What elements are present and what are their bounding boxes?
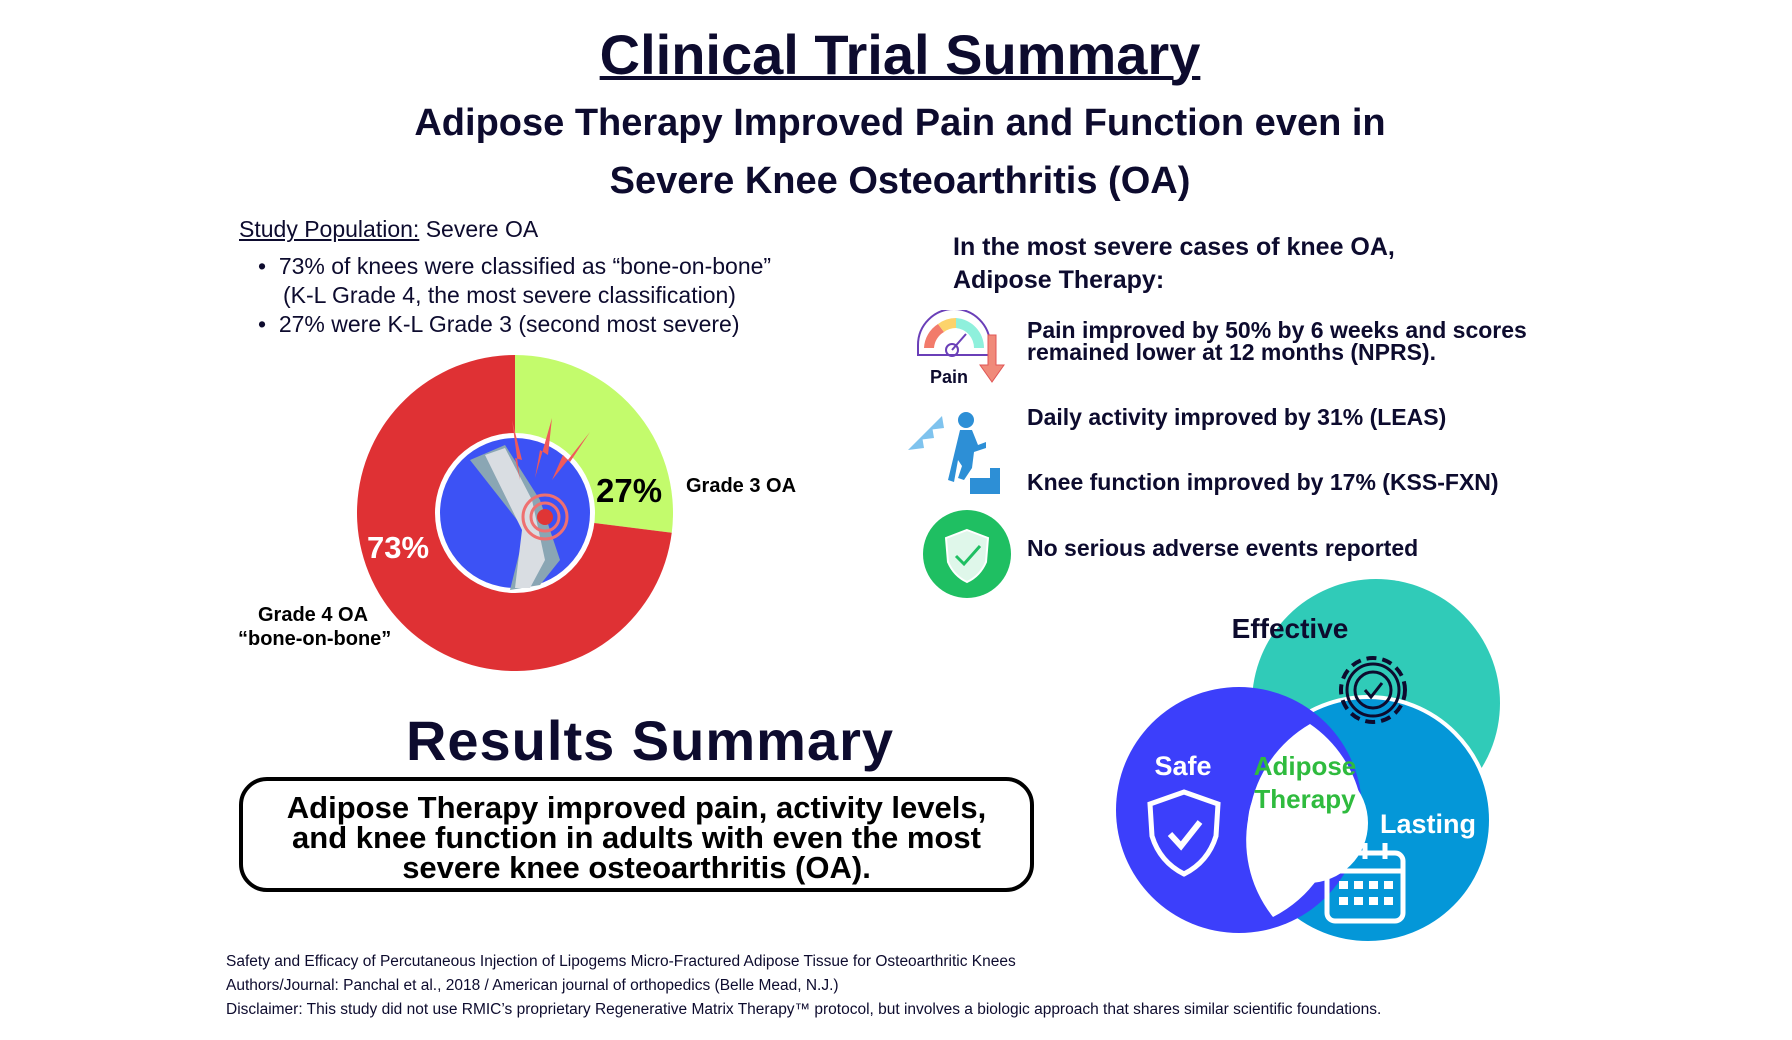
shield-check-icon xyxy=(1147,789,1221,877)
bullet-1: • 73% of knees were classified as “bone-… xyxy=(258,253,772,279)
finding-adverse-events: No serious adverse events reported xyxy=(1027,535,1419,561)
page-title: Clinical Trial Summary xyxy=(599,23,1201,86)
legend-bone-on-bone: “bone-on-bone” xyxy=(238,628,391,650)
finding-knee-function: Knee function improved by 17% (KSS-FXN) xyxy=(1027,469,1499,495)
finding-activity: Daily activity improved by 31% (LEAS) xyxy=(1027,404,1447,430)
results-line-3: severe knee osteoarthritis (OA). xyxy=(402,850,871,885)
footer-disclaimer: Disclaimer: This study did not use RMIC’… xyxy=(226,1001,1382,1018)
footer-authors: Authors/Journal: Panchal et al., 2018 / … xyxy=(226,977,839,994)
findings-icons: Pain xyxy=(908,310,1011,598)
venn-effective-label: Effective xyxy=(1232,613,1349,644)
pain-icon-label: Pain xyxy=(930,367,968,387)
subtitle-line-1: Adipose Therapy Improved Pain and Functi… xyxy=(414,102,1386,144)
finding-pain-line-2: remained lower at 12 months (NPRS). xyxy=(1027,339,1436,365)
venn-center-line-1: Adipose xyxy=(1254,751,1357,781)
study-population: Study Population: Severe OA xyxy=(239,216,538,243)
subtitle-line-2: Severe Knee Osteoarthritis (OA) xyxy=(609,160,1191,202)
findings-heading-2: Adipose Therapy: xyxy=(953,266,1165,294)
venn-center-line-2: Therapy xyxy=(1254,784,1356,814)
findings-heading-1: In the most severe cases of knee OA, xyxy=(953,233,1395,261)
label-27-percent: 27% xyxy=(596,472,662,509)
finding-pain-line-1: Pain improved by 50% by 6 weeks and scor… xyxy=(1027,317,1527,343)
bullet-text: 27% were K-L Grade 3 (second most severe… xyxy=(278,311,740,337)
bullet-text: 73% of knees were classified as “bone-on… xyxy=(278,253,772,279)
calendar-icon xyxy=(1324,843,1406,924)
venn-diagram: Effective Safe Lasting Adipose Therapy xyxy=(1116,579,1500,945)
gear-check-icon xyxy=(1339,656,1407,724)
label-73-percent: 73% xyxy=(367,530,429,565)
bullet-1-cont: (K-L Grade 4, the most severe classifica… xyxy=(283,282,736,308)
results-line-1: Adipose Therapy improved pain, activity … xyxy=(286,790,987,825)
study-population-value: Severe OA xyxy=(425,216,539,242)
footer-study-title: Safety and Efficacy of Percutaneous Inje… xyxy=(226,953,1016,970)
bullet-2: • 27% were K-L Grade 3 (second most seve… xyxy=(258,311,740,337)
shield-check-icon xyxy=(923,510,1011,598)
results-line-2: and knee function in adults with even th… xyxy=(292,820,981,855)
pain-gauge-icon: Pain xyxy=(917,310,1005,387)
climbing-stairs-icon xyxy=(908,412,1000,494)
results-summary-box: Adipose Therapy improved pain, activity … xyxy=(239,777,1034,892)
venn-safe-label: Safe xyxy=(1154,751,1211,781)
study-population-label: Study Population: xyxy=(239,216,420,242)
legend-grade-3: Grade 3 OA xyxy=(686,475,796,497)
legend-grade-4: Grade 4 OA xyxy=(258,604,368,626)
results-summary-title: Results Summary xyxy=(405,709,895,772)
venn-lasting-label: Lasting xyxy=(1380,809,1476,839)
knee-illustration-icon xyxy=(440,418,590,590)
